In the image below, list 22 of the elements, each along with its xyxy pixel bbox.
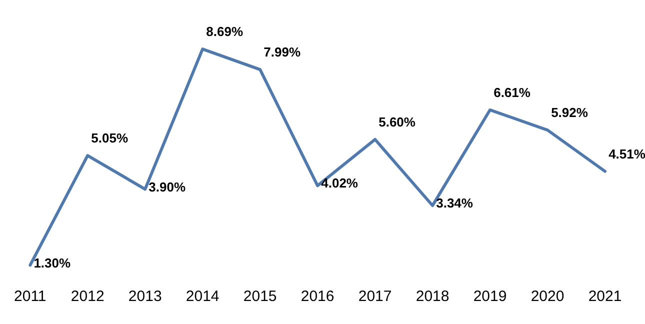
data-label: 5.60%: [378, 114, 416, 130]
data-label: 4.51%: [608, 146, 645, 162]
x-tick-label: 2016: [300, 288, 334, 306]
x-tick-label: 2013: [128, 288, 162, 306]
data-label: 8.69%: [206, 24, 244, 40]
data-label: 7.99%: [264, 44, 301, 60]
data-label: 3.90%: [148, 179, 186, 194]
data-label: 5.92%: [551, 105, 588, 120]
data-label: 4.02%: [321, 176, 358, 191]
data-label: 5.05%: [91, 130, 128, 146]
x-tick-label: 2021: [588, 288, 622, 306]
x-tick-label: 2018: [416, 288, 450, 306]
x-tick-label: 2020: [530, 288, 564, 306]
data-label: 3.34%: [436, 196, 474, 211]
x-tick-label: 2017: [358, 288, 392, 306]
x-tick-label: 2014: [186, 288, 220, 306]
x-tick-label: 2015: [243, 288, 277, 306]
data-label: 6.61%: [494, 84, 531, 100]
x-tick-label: 2011: [14, 288, 46, 306]
x-tick-label: 2019: [473, 288, 507, 306]
x-tick-label: 2012: [70, 288, 104, 306]
data-label: 1.30%: [34, 255, 71, 270]
